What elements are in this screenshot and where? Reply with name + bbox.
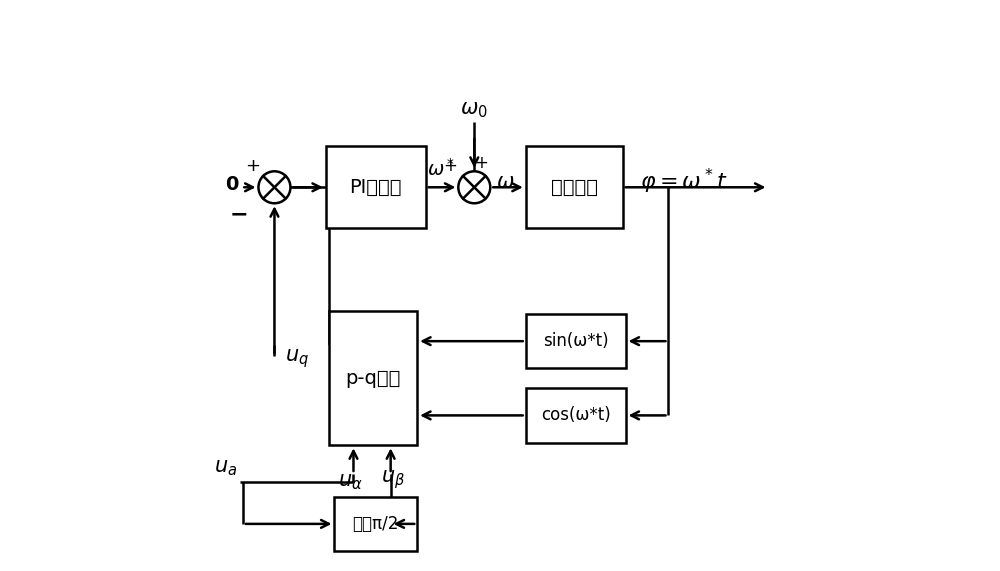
Bar	[526, 146, 623, 228]
Text: cos(ω*t): cos(ω*t)	[541, 407, 611, 424]
Text: $u_\beta$: $u_\beta$	[381, 468, 406, 491]
Bar	[334, 497, 417, 551]
Text: 滞后π/2: 滞后π/2	[353, 515, 399, 533]
Text: $u_a$: $u_a$	[214, 458, 238, 478]
Text: 积分环节: 积分环节	[551, 178, 598, 196]
Text: $u_q$: $u_q$	[285, 347, 309, 369]
Text: sin(ω*t): sin(ω*t)	[543, 332, 608, 350]
Text: +: +	[443, 156, 457, 175]
Text: 0: 0	[225, 175, 238, 194]
Text: −: −	[230, 204, 248, 225]
Circle shape	[258, 171, 290, 203]
Text: $\omega$: $\omega$	[496, 171, 515, 192]
Text: p-q变换: p-q变换	[345, 369, 401, 388]
Text: $\omega_0$: $\omega_0$	[460, 100, 488, 120]
Circle shape	[458, 171, 490, 203]
Text: +: +	[474, 154, 488, 172]
Bar	[526, 388, 626, 443]
Text: $\varphi = \omega^*t$: $\varphi = \omega^*t$	[640, 167, 727, 196]
Text: PI调节器: PI调节器	[350, 178, 402, 196]
Bar	[526, 314, 626, 368]
Text: $u_\alpha$: $u_\alpha$	[338, 472, 363, 493]
Text: +: +	[245, 156, 260, 175]
Bar	[329, 311, 417, 445]
Text: $\omega^*$: $\omega^*$	[427, 158, 455, 180]
Bar	[326, 146, 426, 228]
